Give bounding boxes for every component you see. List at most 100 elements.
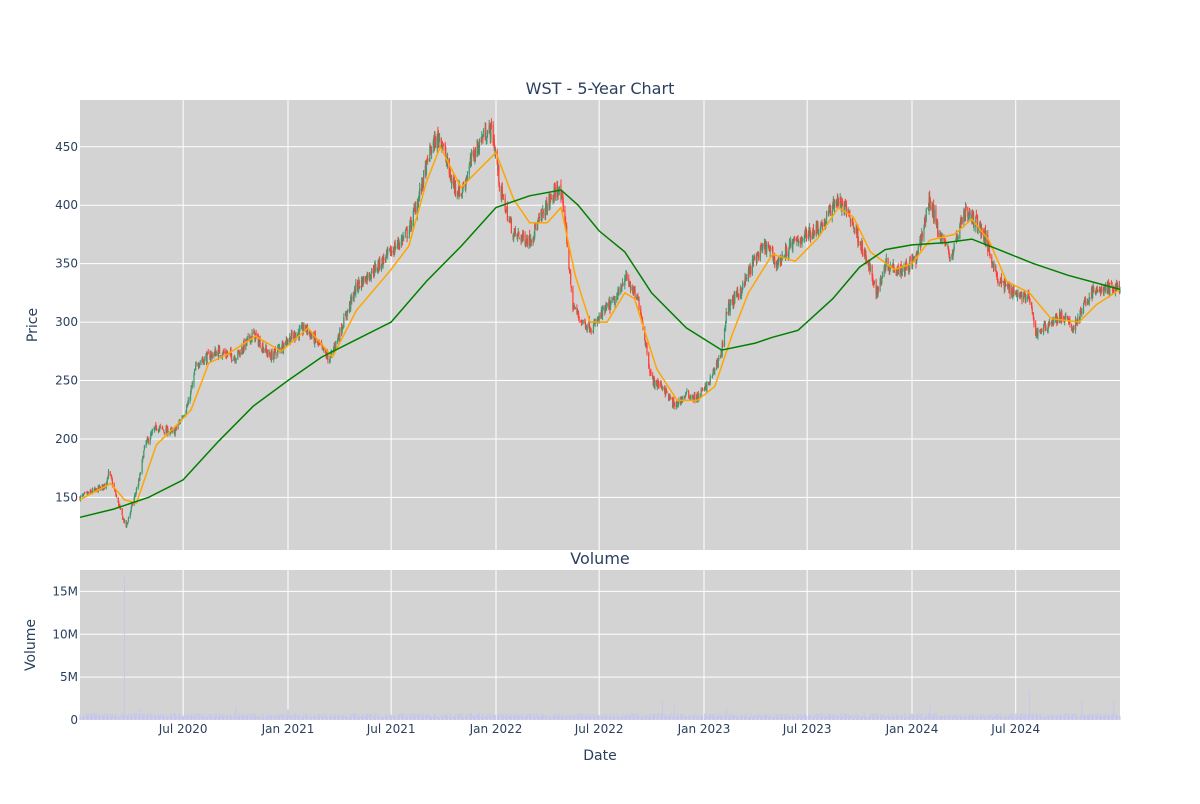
volume-bar	[339, 715, 341, 720]
volume-bar	[880, 715, 882, 720]
volume-bar	[872, 716, 874, 720]
volume-bar	[400, 713, 402, 720]
candle-body	[688, 396, 690, 398]
volume-bar	[1095, 716, 1097, 720]
candle-body	[537, 221, 539, 230]
volume-bar	[849, 715, 851, 720]
candle-body	[1089, 297, 1091, 299]
volume-bar	[814, 714, 816, 720]
volume-bar	[165, 716, 167, 720]
volume-bar	[226, 715, 228, 720]
volume-bar	[921, 713, 923, 720]
candle-body	[174, 430, 176, 435]
candle-body	[163, 429, 165, 431]
volume-bar	[783, 717, 785, 720]
volume-bar	[338, 717, 340, 720]
volume-bar	[940, 716, 942, 720]
candle-body	[454, 184, 457, 192]
candle-body	[640, 313, 642, 320]
volume-bar	[652, 717, 654, 720]
volume-bar	[510, 714, 512, 720]
candle-body	[614, 299, 616, 306]
volume-bar	[589, 716, 591, 720]
volume-bar	[755, 716, 757, 720]
candle-body	[556, 186, 559, 192]
volume-bar	[888, 715, 890, 720]
volume-bar	[1060, 715, 1062, 720]
candle-body	[434, 137, 437, 148]
volume-bar	[556, 716, 558, 720]
volume-bar	[394, 715, 396, 720]
volume-bar	[350, 716, 352, 720]
volume-bar	[1055, 715, 1057, 720]
candle-body	[329, 356, 331, 362]
volume-bar	[227, 715, 229, 720]
volume-bar	[881, 714, 883, 720]
volume-bar	[1097, 713, 1099, 720]
volume-bar	[239, 714, 241, 720]
volume-bar	[323, 714, 325, 720]
volume-bar	[604, 716, 606, 720]
volume-bar	[183, 716, 185, 720]
volume-bar	[804, 713, 806, 720]
candle-body	[849, 219, 852, 224]
candle-body	[937, 233, 939, 236]
volume-bar	[371, 715, 373, 720]
candle-body	[952, 252, 954, 258]
volume-bar	[145, 715, 147, 720]
volume-bar	[1112, 715, 1114, 720]
volume-bar	[466, 713, 468, 720]
candle-body	[445, 160, 448, 162]
candle-body	[921, 232, 923, 238]
volume-bar	[565, 715, 567, 720]
volume-bar	[980, 713, 982, 720]
candle-body	[811, 236, 813, 240]
volume-bar	[573, 713, 575, 720]
volume-bar	[877, 715, 879, 720]
volume-bar	[1003, 716, 1005, 720]
volume-bar	[795, 717, 797, 720]
candle-body	[969, 213, 971, 215]
candle-body	[498, 183, 501, 188]
volume-bar	[891, 715, 893, 720]
volume-bar	[151, 716, 153, 720]
volume-bar	[135, 713, 137, 720]
volume-bar	[941, 715, 943, 720]
volume-bar	[592, 717, 594, 720]
candle-body	[700, 390, 702, 397]
volume-bar	[701, 716, 703, 720]
candle-body	[518, 237, 520, 239]
volume-bar	[988, 716, 990, 720]
volume-bar	[739, 715, 741, 720]
candle-body	[963, 210, 965, 222]
volume-bar	[979, 716, 981, 720]
volume-bar	[856, 714, 858, 720]
candle-body	[1111, 282, 1113, 286]
volume-bar	[388, 715, 390, 720]
volume-bar	[578, 716, 580, 720]
volume-bar	[720, 715, 722, 720]
volume-bar	[868, 716, 870, 720]
volume-bar	[522, 716, 524, 720]
volume-bar	[303, 714, 305, 720]
volume-bar	[368, 714, 370, 720]
candle-body	[436, 133, 438, 149]
volume-bar	[1016, 713, 1018, 720]
candle-body	[1057, 320, 1059, 324]
candle-body	[988, 247, 991, 253]
volume-bar	[847, 713, 849, 720]
volume-bar	[1025, 714, 1027, 720]
candle-body	[949, 257, 951, 258]
volume-bar	[786, 716, 788, 720]
volume-bar	[444, 714, 446, 720]
volume-bar	[121, 713, 123, 720]
candle-body	[286, 338, 288, 344]
candle-body	[1113, 288, 1115, 293]
volume-bar	[245, 714, 247, 720]
volume-bar	[742, 714, 744, 720]
volume-bar	[798, 715, 800, 720]
volume-bar	[582, 716, 584, 720]
volume-bar	[881, 714, 883, 720]
volume-bar	[779, 717, 781, 720]
volume-bar	[705, 714, 707, 720]
